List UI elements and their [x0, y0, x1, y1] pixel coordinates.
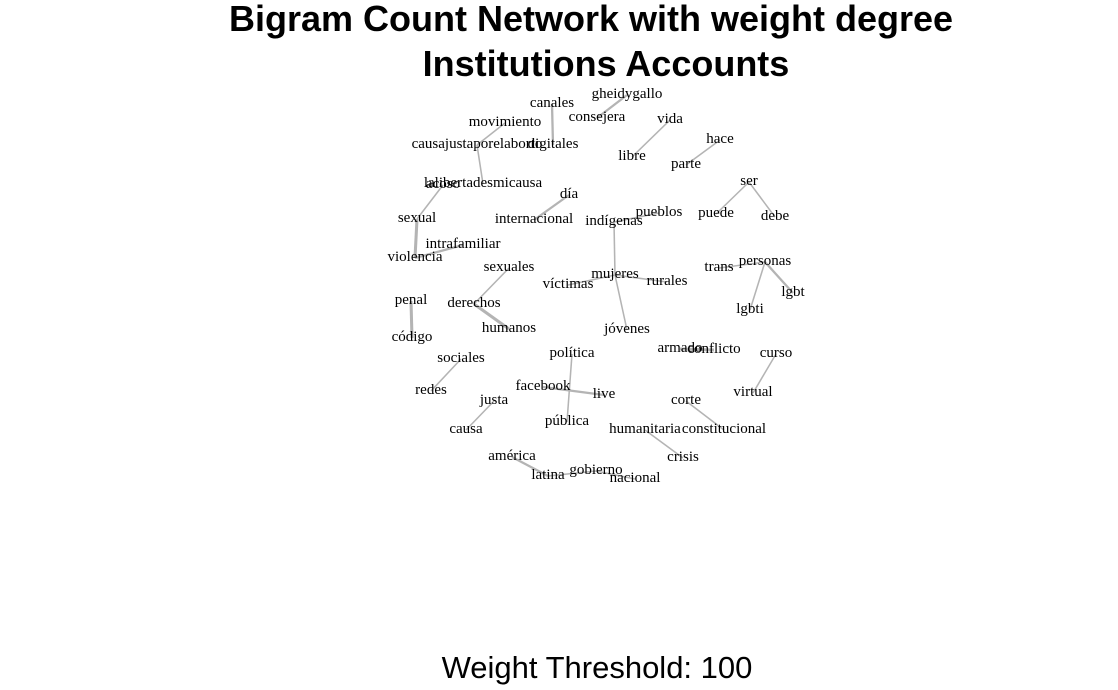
node-label-humanitaria: humanitaria — [609, 421, 681, 437]
node-label-causa: causa — [449, 421, 483, 437]
edge-gobierno-nacional — [595, 470, 636, 480]
edge-humanitaria-crisis — [644, 429, 684, 459]
node-label-sociales: sociales — [437, 350, 485, 366]
edge-gheidygallo-consejera — [596, 94, 628, 119]
edge-curso-virtual — [752, 353, 777, 394]
edge-movimiento-causajustaporelaborto — [476, 122, 506, 146]
node-label-lgbt: lgbt — [781, 284, 805, 300]
node-label-latina: latina — [531, 467, 565, 483]
weight-threshold-caption: Weight Threshold: 100 — [442, 650, 753, 685]
node-label-publica: pública — [545, 413, 589, 429]
node-label-movimiento: movimiento — [469, 114, 542, 130]
edges-layer — [409, 94, 794, 480]
node-label-gheidygallo: gheidygallo — [592, 86, 663, 102]
edge-sexual-violencia — [413, 218, 419, 259]
node-label-lalibertadesmicausa: lalibertadesmicausa — [424, 175, 543, 191]
edge-causajustaporelaborto-lalibertadesmicausa — [476, 144, 484, 185]
node-label-pueblos: pueblos — [636, 204, 683, 220]
node-label-jovenes: jóvenes — [603, 321, 650, 337]
edge-america-latina — [511, 455, 549, 478]
node-label-indigenas: indígenas — [585, 213, 643, 229]
edge-pueblos-indigenas — [613, 212, 660, 223]
node-label-justa: justa — [479, 392, 509, 408]
edge-penal-codigo — [409, 300, 414, 339]
node-label-curso: curso — [760, 345, 793, 361]
node-label-corte: corte — [671, 392, 701, 408]
edge-sociales-redes — [430, 358, 462, 392]
node-label-gobierno: gobierno — [569, 462, 622, 478]
edge-dia-internacional — [533, 194, 570, 221]
node-label-constitucional: constitucional — [682, 421, 766, 437]
edge-justa-causa — [465, 400, 495, 431]
edge-latina-gobierno — [547, 470, 597, 477]
node-label-america: américa — [488, 448, 536, 464]
edge-trans-personas — [718, 261, 766, 269]
edge-violencia-intrafamiliar — [414, 243, 464, 260]
edge-personas-lgbt — [764, 261, 794, 294]
edge-armado-conflicto — [679, 347, 715, 352]
edge-hace-parte — [685, 139, 721, 166]
node-label-penal: penal — [395, 292, 427, 308]
edge-derechos-humanos — [473, 302, 510, 331]
edge-corte-constitucional — [685, 400, 725, 431]
edge-canales-digitales — [550, 103, 555, 146]
node-label-derechos: derechos — [447, 295, 500, 311]
node-label-consejera: consejera — [569, 109, 626, 125]
node-label-victimas: víctimas — [543, 276, 594, 292]
node-label-crisis: crisis — [667, 449, 699, 465]
node-label-mujeres: mujeres — [591, 266, 639, 282]
node-label-conflicto: conflicto — [687, 341, 740, 357]
edge-ser-debe — [748, 181, 776, 218]
node-label-libre: libre — [618, 148, 646, 164]
node-label-live: live — [593, 386, 616, 402]
node-label-vida: vida — [657, 111, 683, 127]
node-label-rurales: rurales — [647, 273, 688, 289]
node-label-facebook: facebook — [516, 378, 571, 394]
node-label-lgbti: lgbti — [736, 301, 764, 317]
node-label-ser: ser — [740, 173, 758, 189]
node-label-canales: canales — [530, 95, 574, 111]
chart-title-line-2: Institutions Accounts — [423, 43, 790, 84]
node-label-sexuales: sexuales — [484, 259, 535, 275]
edge-sexuales-derechos — [473, 267, 510, 305]
node-label-debe: debe — [761, 208, 790, 224]
edge-indigenas-mujeres — [613, 221, 616, 276]
node-label-virtual: virtual — [733, 384, 772, 400]
node-label-intrafamiliar: intrafamiliar — [426, 236, 501, 252]
edge-politica-publica — [566, 353, 573, 423]
node-label-causajustaporelaborto: causajustaporelaborto — [412, 136, 543, 152]
node-label-sexual: sexual — [398, 210, 436, 226]
node-label-redes: redes — [415, 382, 447, 398]
edge-mujeres-jovenes — [614, 274, 628, 331]
node-label-personas: personas — [739, 253, 792, 269]
node-label-nacional: nacional — [610, 470, 661, 486]
node-label-parte: parte — [671, 156, 701, 172]
node-label-internacional: internacional — [495, 211, 573, 227]
edge-facebook-live — [542, 385, 605, 397]
chart-title-line-1: Bigram Count Network with weight degree — [229, 0, 953, 39]
node-label-puede: puede — [698, 205, 734, 221]
edge-vida-libre — [631, 119, 671, 158]
node-label-politica: política — [550, 345, 595, 361]
edge-personas-lgbti — [749, 261, 766, 311]
node-label-trans: trans — [704, 259, 733, 275]
node-label-violencia: violencia — [388, 249, 443, 265]
node-label-codigo: código — [392, 329, 433, 345]
node-label-armado: armado — [658, 340, 703, 356]
node-label-acoso: acoso — [426, 176, 460, 192]
node-label-dia: día — [560, 186, 579, 202]
edge-ser-puede — [715, 181, 750, 215]
edge-mujeres-victimas — [567, 274, 616, 286]
edge-mujeres-rurales — [614, 274, 668, 283]
node-label-hace: hace — [706, 131, 734, 147]
edge-acoso-sexual — [416, 184, 444, 220]
node-label-digitales: digitales — [528, 136, 579, 152]
node-label-humanos: humanos — [482, 320, 536, 336]
